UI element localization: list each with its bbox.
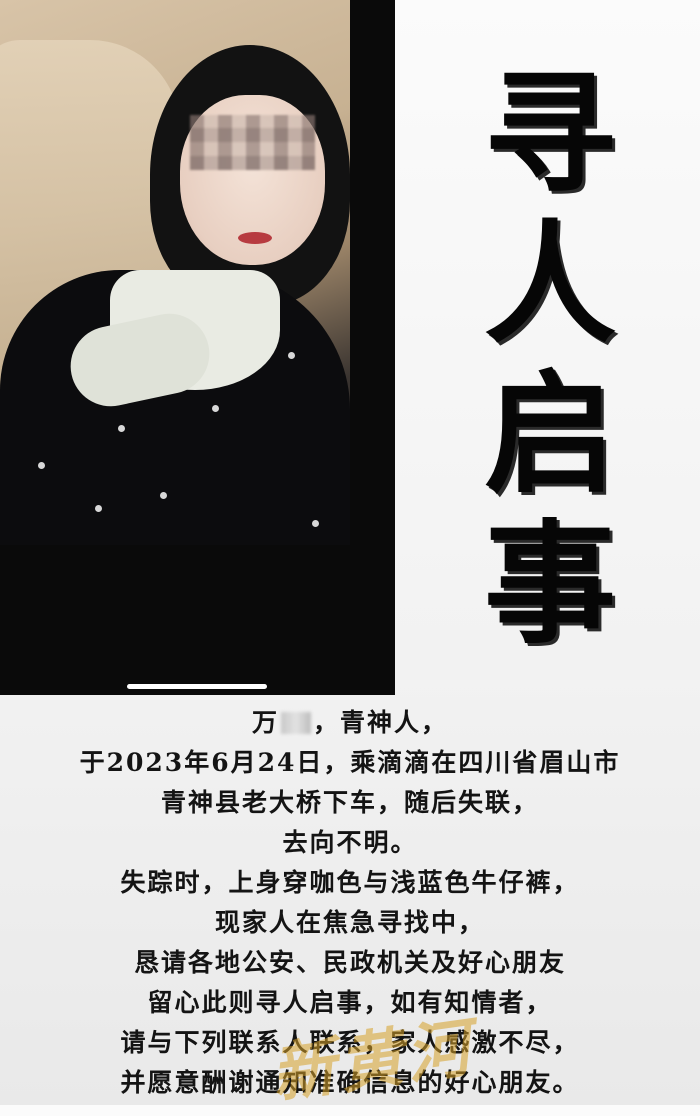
cardigan-button <box>160 492 167 499</box>
notice-line: 恳请各地公安、民政机关及好心朋友 <box>133 948 566 977</box>
missing-person-photo <box>0 0 350 545</box>
cardigan-button <box>212 405 219 412</box>
name-prefix: 万 <box>251 708 279 737</box>
notice-line: 请与下列联系人联系，家人感激不尽， <box>120 1028 580 1057</box>
title-char: 寻 <box>484 58 616 212</box>
lips <box>238 232 272 244</box>
notice-line: 留心此则寻人启事，如有知情者， <box>147 988 553 1017</box>
title-char: 启 <box>484 358 616 512</box>
notice-line: 青神县老大桥下车，随后失联， <box>160 788 539 817</box>
cardigan-button <box>95 505 102 512</box>
notice-text: 万 ，青神人， 于2023年6月24日，乘滴滴在四川省眉山市 青神县老大桥下车，随… <box>0 703 700 1103</box>
face-mosaic <box>190 115 315 170</box>
name-suffix: ，青神人， <box>313 708 449 737</box>
notice-line: 现家人在焦急寻找中， <box>214 908 485 937</box>
cardigan-button <box>118 425 125 432</box>
photo-panel <box>0 0 395 695</box>
cardigan-button <box>38 462 45 469</box>
poster-title: 寻 人 启 事 <box>470 60 630 660</box>
notice-line: 并愿意酬谢通知准确信息的好心朋友。 <box>120 1068 580 1097</box>
title-char: 事 <box>484 508 616 662</box>
name-redaction <box>281 712 311 734</box>
notice-line-name: 万 ，青神人， <box>252 703 448 743</box>
title-char: 人 <box>484 208 616 362</box>
notice-line: 去向不明。 <box>282 828 418 857</box>
notice-line: 于2023年6月24日，乘滴滴在四川省眉山市 <box>79 748 621 777</box>
notice-line: 失踪时，上身穿咖色与浅蓝色牛仔裤， <box>120 868 580 897</box>
home-indicator-bar <box>127 684 267 689</box>
cardigan-button <box>312 520 319 527</box>
cardigan-button <box>288 352 295 359</box>
